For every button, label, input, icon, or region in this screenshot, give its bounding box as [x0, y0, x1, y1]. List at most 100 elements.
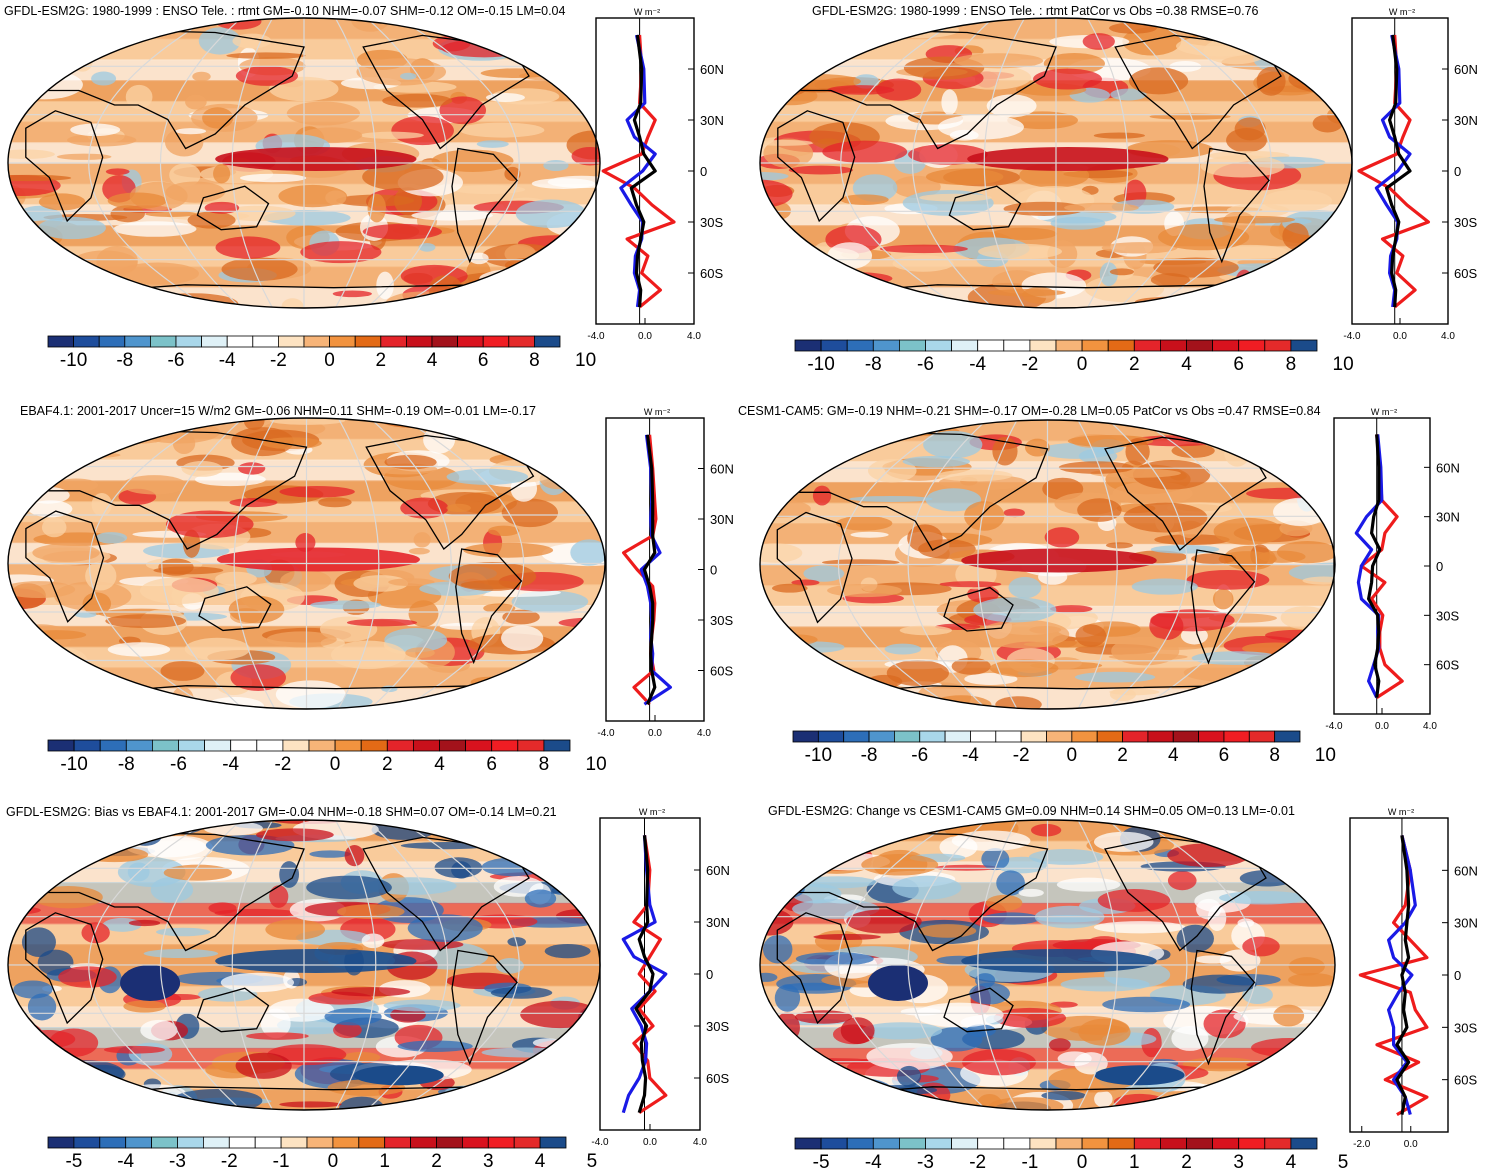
- profile-series-red: [1358, 835, 1429, 1116]
- colorbar-tick-label: -3: [917, 1152, 934, 1173]
- colorbar-3: -10 -8 -6 -4 -2 0 2 4 6 8 10: [47, 739, 607, 775]
- map-field: [8, 18, 600, 308]
- profile-series-black: [642, 434, 657, 705]
- coastline-south-america: [455, 548, 523, 665]
- colorbar-tick-label: -10: [60, 754, 87, 775]
- colorbar-tick-label: 2: [1181, 1152, 1192, 1173]
- colorbar-swatch: [970, 730, 997, 743]
- colorbar-tick-label: -4: [969, 354, 986, 375]
- colorbar-swatch: [73, 335, 100, 348]
- colorbar-tick-label: -6: [168, 350, 185, 371]
- colorbar-swatch: [386, 739, 414, 752]
- colorbar-swatch: [846, 1137, 874, 1150]
- colorbar-5: -5 -4 -3 -2 -1 0 1 2 3 4 5: [47, 1136, 597, 1172]
- colorbar-swatch: [1133, 339, 1161, 352]
- colorbar-swatch: [1160, 1137, 1187, 1150]
- zonal-profile-5: 60N 30N 0 30S 60S -4.0 0.0 4.0 W m⁻²: [591, 807, 729, 1148]
- colorbar-swatch: [894, 730, 921, 743]
- profile-series-black: [634, 835, 655, 1114]
- colorbar-swatch: [1003, 339, 1031, 352]
- graticule-line: [1138, 820, 1258, 1110]
- graticule-line: [837, 420, 957, 709]
- colorbar-swatch: [995, 730, 1022, 743]
- graticule-line: [907, 420, 987, 709]
- colorbar-swatch: [899, 1137, 926, 1150]
- graticule-line: [1108, 420, 1188, 709]
- colorbar-tick-label: 6: [478, 350, 489, 371]
- colorbar-tick-label: 10: [575, 350, 596, 371]
- colorbar-swatch: [1264, 1137, 1292, 1150]
- lat-tick-label: 60S: [1454, 266, 1477, 281]
- lat-tick-label: 0: [700, 164, 707, 179]
- graticule-line: [231, 18, 274, 308]
- colorbar-swatch: [846, 339, 874, 352]
- lat-tick-label: 60N: [1454, 863, 1478, 878]
- colorbar-tick-label: -8: [865, 354, 882, 375]
- lat-tick-label: 60N: [710, 462, 734, 477]
- lat-tick-label: 60S: [710, 664, 733, 679]
- graticule-line: [1108, 820, 1188, 1110]
- graticule-line: [337, 418, 380, 709]
- colorbar-tick-label: 0: [324, 350, 335, 371]
- lat-tick-label: 60S: [1454, 1073, 1477, 1088]
- colorbar-swatch: [868, 730, 895, 743]
- colorbar-tick-label: 2: [382, 754, 393, 775]
- colorbar-tick-label: -2: [1021, 354, 1038, 375]
- colorbar-swatch: [508, 335, 535, 348]
- colorbar-swatch: [513, 1136, 541, 1149]
- colorbar-tick-label: -5: [813, 1152, 830, 1173]
- profile-series-black: [1366, 434, 1382, 698]
- colorbar-swatch: [277, 335, 305, 348]
- lat-tick-label: 30N: [700, 113, 724, 128]
- colorbar-swatch: [1046, 730, 1073, 743]
- coastline-south-america: [451, 147, 518, 264]
- colorbar-swatch: [817, 730, 845, 743]
- profile-x-tick-label: -4.0: [591, 1137, 609, 1148]
- graticule-line: [397, 18, 520, 308]
- colorbar-swatch: [99, 739, 127, 752]
- colorbar-swatch: [1238, 339, 1266, 352]
- coastline-australia: [948, 185, 1022, 231]
- graticule-line: [401, 418, 525, 709]
- graticule-line: [88, 418, 212, 709]
- colorbar-tick-label: 0: [1077, 354, 1088, 375]
- profile-series-red: [1359, 434, 1404, 699]
- colorbar-tick-label: 0: [330, 754, 341, 775]
- colorbar-swatch: [47, 1136, 75, 1149]
- colorbar-swatch: [794, 1137, 822, 1150]
- profile-unit-label: W m⁻²: [1388, 807, 1414, 817]
- colorbar-swatch: [360, 739, 388, 752]
- profile-frame: [1333, 417, 1431, 715]
- coastline-south-america: [451, 949, 518, 1066]
- colorbar-tick-label: 8: [1269, 745, 1280, 766]
- panel-title: GFDL-ESM2G: 1980-1999 : ENSO Tele. : rtm…: [812, 4, 1259, 18]
- colorbar-tick-label: 4: [1286, 1152, 1297, 1173]
- colorbar-swatch: [925, 1137, 953, 1150]
- colorbar-swatch: [73, 1136, 101, 1149]
- map-panel-5: [7, 819, 601, 1111]
- colorbar-swatch: [1264, 339, 1292, 352]
- lat-tick-label: 30N: [710, 512, 734, 527]
- colorbar-tick-label: 6: [1219, 745, 1230, 766]
- lat-tick-label: 30N: [1454, 916, 1478, 931]
- profile-unit-label: W m⁻²: [644, 407, 670, 417]
- colorbar-swatch: [1172, 730, 1200, 743]
- coastline-africa: [25, 510, 105, 623]
- colorbar-swatch: [820, 339, 848, 352]
- colorbar-swatch: [465, 739, 493, 752]
- profile-x-tick-label: 4.0: [1423, 721, 1437, 732]
- colorbar-swatch: [1198, 730, 1225, 743]
- colorbar-swatch: [1160, 339, 1187, 352]
- colorbar-swatch: [919, 730, 946, 743]
- colorbar-tick-label: 2: [1129, 354, 1140, 375]
- colorbar-swatch: [175, 335, 203, 348]
- zonal-profile-3: 60N 30N 0 30S 60S -4.0 0.0 4.0 W m⁻²: [597, 407, 733, 739]
- coastline-south-america: [1190, 949, 1256, 1066]
- graticule-line: [366, 820, 449, 1110]
- graticule-line: [840, 18, 963, 308]
- colorbar-tick-label: -2: [274, 754, 291, 775]
- graticule-line: [159, 18, 242, 308]
- colorbar-swatch: [1029, 1137, 1057, 1150]
- coastline-south-america: [1203, 147, 1270, 264]
- colorbar-swatch: [412, 739, 440, 752]
